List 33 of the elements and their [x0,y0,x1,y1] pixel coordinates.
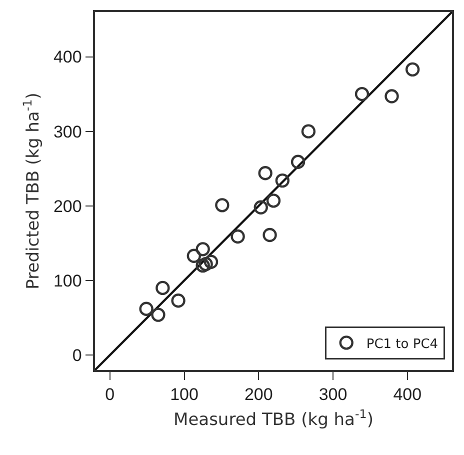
point [405,62,420,77]
point [204,254,218,269]
point [301,124,316,138]
point [196,258,210,273]
y-tick-label: 200 [53,196,82,216]
point [354,86,370,102]
point [290,154,306,170]
point [171,294,186,308]
legend-label: PC1 to PC4 [366,336,438,352]
point [275,173,290,188]
x-tick-label: 0 [105,385,115,404]
point [151,308,166,322]
y-tick-label: 100 [53,271,82,290]
point [198,256,213,272]
point [186,248,202,263]
point [258,166,272,180]
point [156,280,170,296]
point [384,89,399,104]
y-tick-label: 300 [53,122,82,142]
x-tick-label: 300 [318,385,348,404]
point [215,198,230,212]
point [196,242,210,256]
x-tick-label: 400 [393,385,422,404]
point [266,194,281,208]
y-tick-label: 0 [72,346,82,366]
y-tick-label: 400 [53,48,82,67]
point [139,302,154,316]
x-axis-title: Measured TBB (kg ha$^{-1}$) [174,406,374,430]
point [254,200,268,215]
x-tick-label: 200 [244,385,273,404]
x-tick-label: 100 [170,385,198,404]
point [262,228,277,242]
point [230,229,245,244]
